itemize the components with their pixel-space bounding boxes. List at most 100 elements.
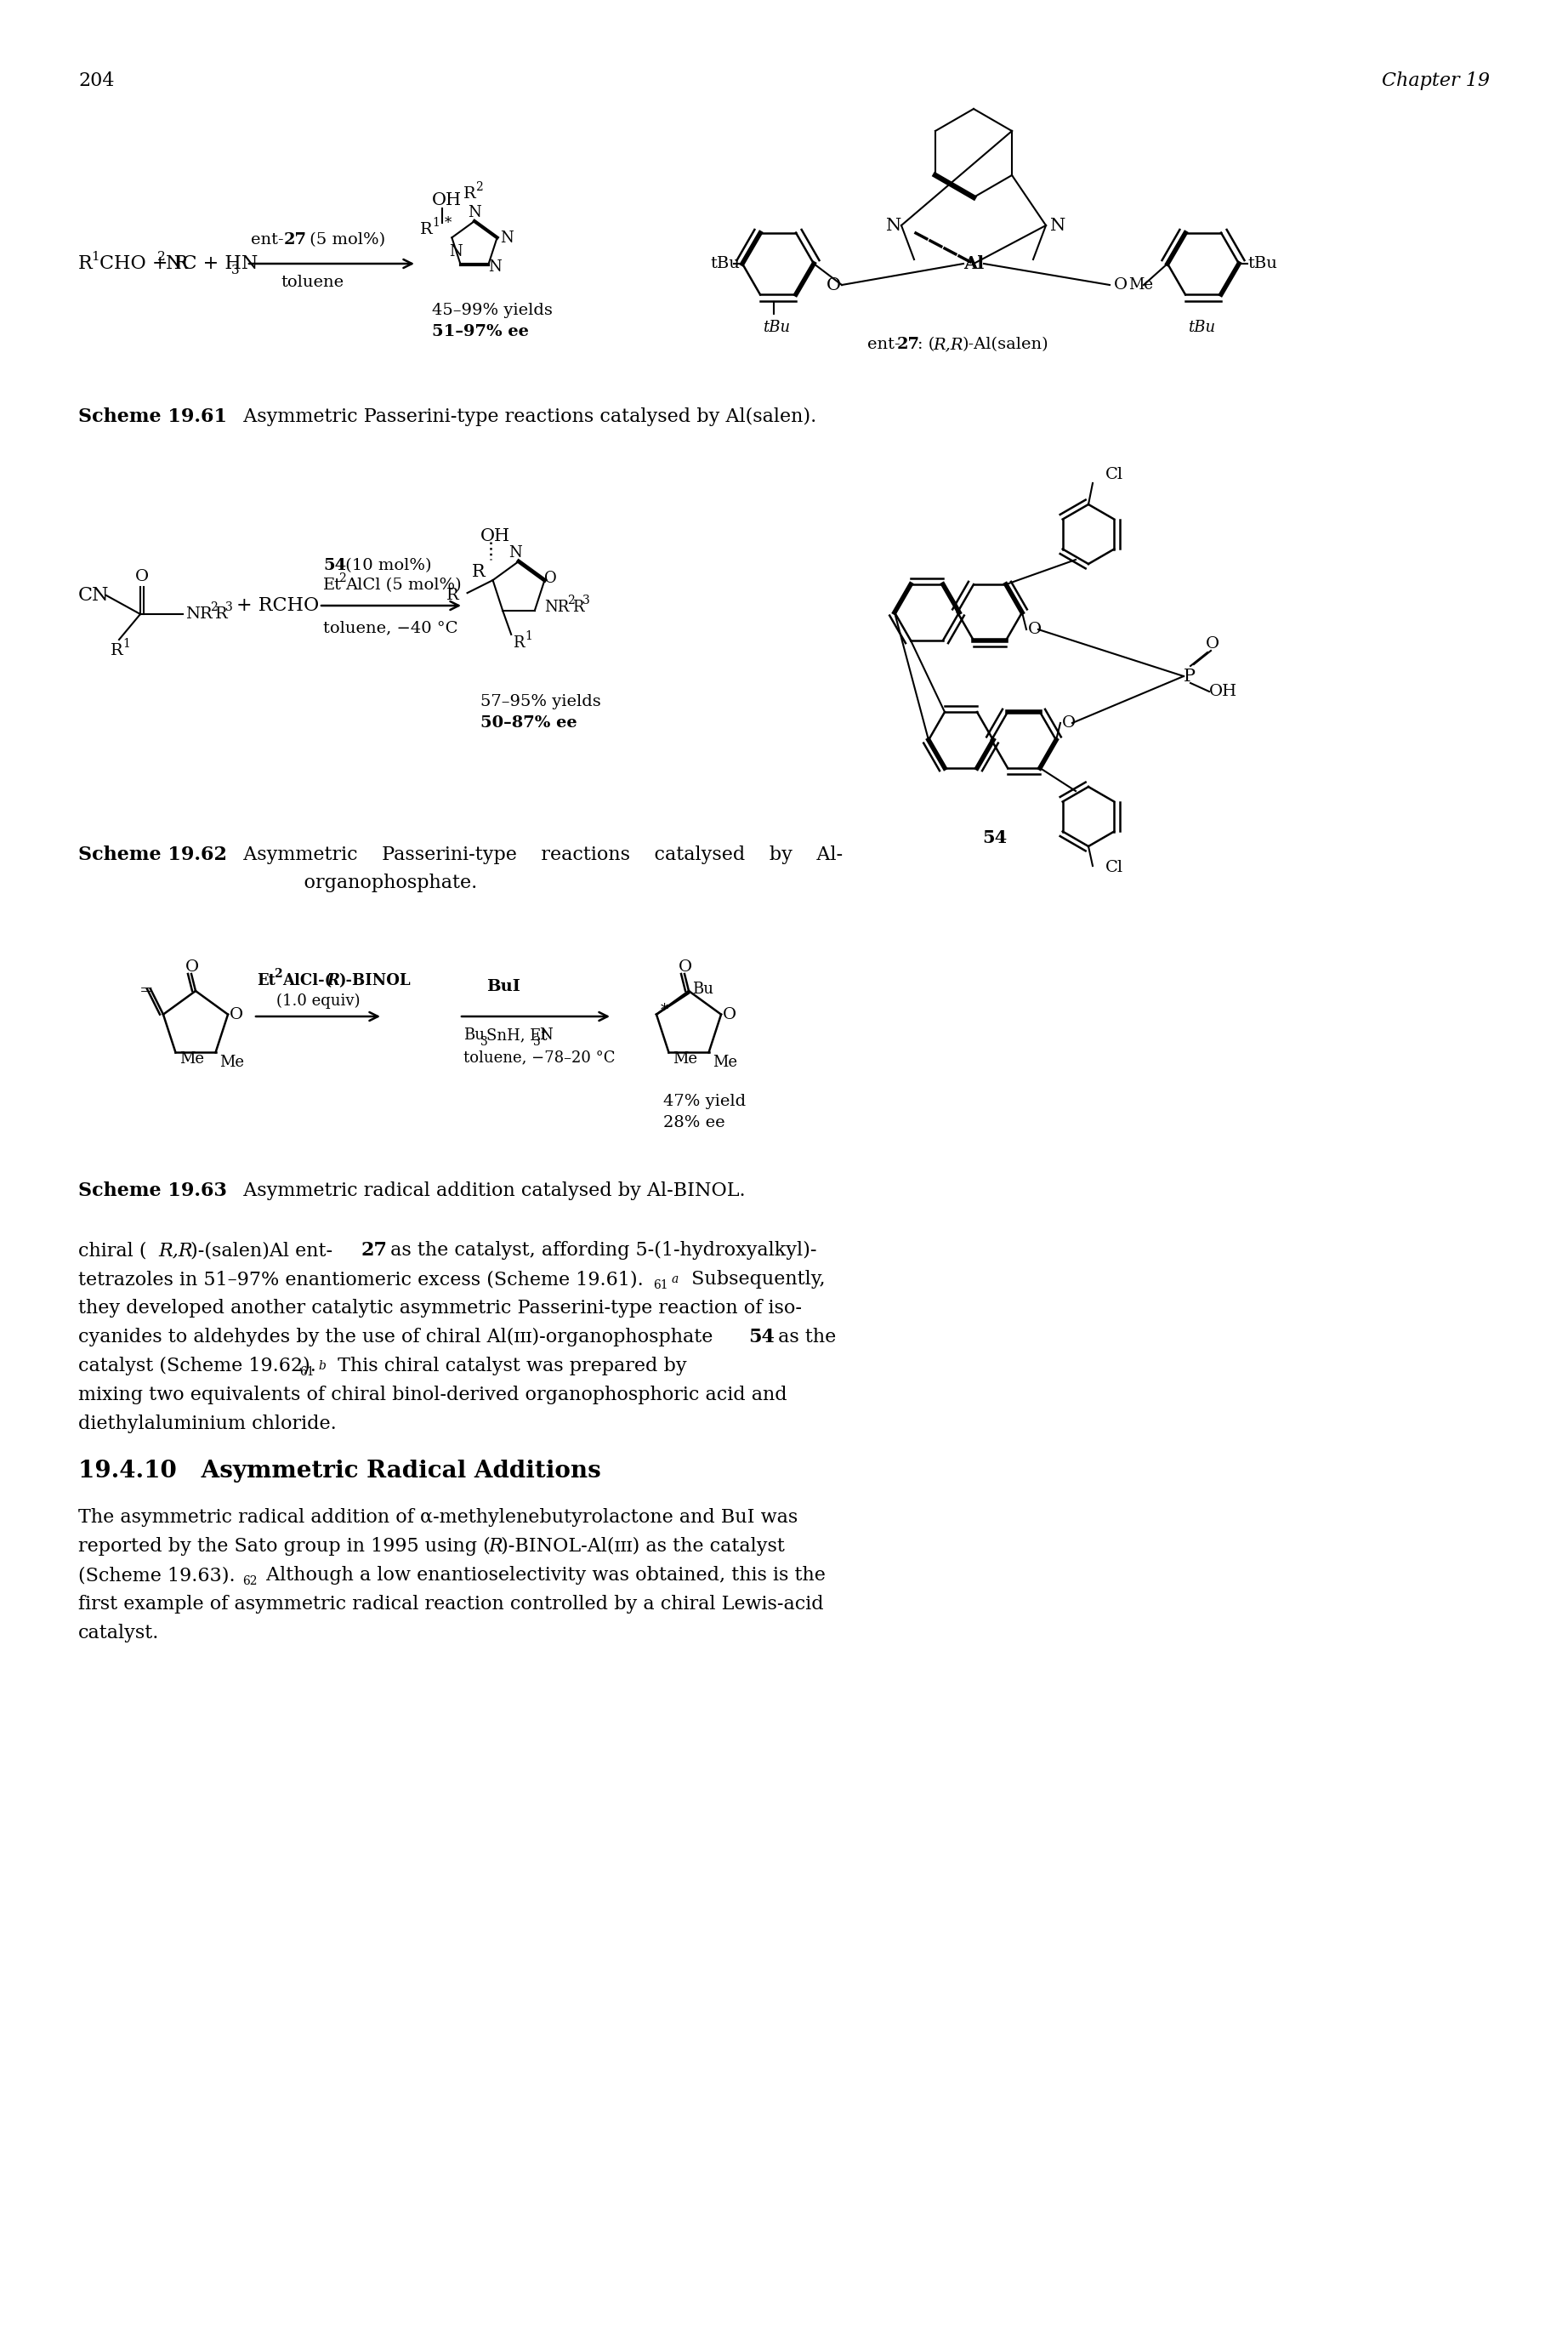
Text: 3: 3 <box>480 1037 488 1049</box>
Text: (Scheme 19.63).: (Scheme 19.63). <box>78 1566 235 1585</box>
Text: 57–95% yields: 57–95% yields <box>480 694 601 710</box>
Text: 2: 2 <box>568 595 574 607</box>
Text: BuI: BuI <box>486 978 521 994</box>
Text: O: O <box>1206 637 1220 651</box>
Text: 3: 3 <box>533 1037 541 1049</box>
Text: OH: OH <box>1209 684 1237 698</box>
Text: R: R <box>78 254 93 273</box>
Text: O: O <box>1113 277 1127 292</box>
Text: Cl: Cl <box>1105 860 1123 875</box>
Text: 1: 1 <box>431 216 439 228</box>
Text: cyanides to aldehydes by the use of chiral Al(ɪɪɪ)-organophosphate: cyanides to aldehydes by the use of chir… <box>78 1328 720 1347</box>
Text: O: O <box>679 959 691 976</box>
Text: 1: 1 <box>525 630 533 642</box>
Text: 54: 54 <box>982 830 1007 846</box>
Text: N: N <box>539 1027 552 1044</box>
Text: b: b <box>318 1361 326 1373</box>
Text: 50–87% ee: 50–87% ee <box>480 715 577 731</box>
Text: they developed another catalytic asymmetric Passerini-type reaction of iso-: they developed another catalytic asymmet… <box>78 1298 801 1317</box>
Text: 28% ee: 28% ee <box>663 1114 724 1131</box>
Text: R: R <box>445 588 458 604</box>
Text: N: N <box>886 216 902 233</box>
Text: Bu: Bu <box>464 1027 485 1044</box>
Text: Me: Me <box>220 1056 245 1070</box>
Text: O: O <box>1062 715 1076 731</box>
Text: N: N <box>500 230 513 247</box>
Text: The asymmetric radical addition of α-methylenebutyrolactone and BuI was: The asymmetric radical addition of α-met… <box>78 1507 798 1526</box>
Text: )-Al(salen): )-Al(salen) <box>963 336 1049 353</box>
Text: tBu: tBu <box>762 320 790 336</box>
Text: N: N <box>1051 216 1066 233</box>
Text: tBu: tBu <box>1189 320 1215 336</box>
Text: as the: as the <box>771 1328 836 1347</box>
Text: AlCl (5 mol%): AlCl (5 mol%) <box>345 578 461 592</box>
Text: 1: 1 <box>91 252 99 263</box>
Text: NR: NR <box>185 607 212 621</box>
Text: R: R <box>464 186 477 202</box>
Text: O: O <box>229 1006 243 1023</box>
Text: first example of asymmetric radical reaction controlled by a chiral Lewis-acid: first example of asymmetric radical reac… <box>78 1594 823 1613</box>
Text: (1.0 equiv): (1.0 equiv) <box>276 994 361 1009</box>
Text: catalyst (Scheme 19.62).: catalyst (Scheme 19.62). <box>78 1357 317 1375</box>
Text: O: O <box>544 571 557 585</box>
Text: 45–99% yields: 45–99% yields <box>431 303 552 317</box>
Text: Bu: Bu <box>691 980 713 997</box>
Text: Asymmetric radical addition catalysed by Al-BINOL.: Asymmetric radical addition catalysed by… <box>232 1183 745 1199</box>
Text: + RCHO: + RCHO <box>237 597 318 616</box>
Text: Asymmetric    Passerini-type    reactions    catalysed    by    Al-: Asymmetric Passerini-type reactions cata… <box>232 846 842 865</box>
Text: 19.4.10   Asymmetric Radical Additions: 19.4.10 Asymmetric Radical Additions <box>78 1460 601 1481</box>
Text: CN: CN <box>78 585 110 604</box>
Text: toluene: toluene <box>281 275 343 289</box>
Text: CHO + R: CHO + R <box>99 254 188 273</box>
Text: 3: 3 <box>232 266 240 277</box>
Text: 27: 27 <box>897 336 920 353</box>
Text: OH: OH <box>431 193 463 207</box>
Text: 2: 2 <box>274 969 282 980</box>
Text: Et: Et <box>323 578 342 592</box>
Text: 47% yield: 47% yield <box>663 1093 746 1110</box>
Text: 2: 2 <box>210 602 218 614</box>
Text: N: N <box>448 245 463 259</box>
Text: Me: Me <box>713 1056 737 1070</box>
Text: Scheme 19.61: Scheme 19.61 <box>78 407 227 426</box>
Text: toluene, −40 °C: toluene, −40 °C <box>323 621 458 635</box>
Text: Et: Et <box>257 973 276 987</box>
Text: O: O <box>185 959 199 976</box>
Text: tetrazoles in 51–97% enantiomeric excess (Scheme 19.61).: tetrazoles in 51–97% enantiomeric excess… <box>78 1270 643 1288</box>
Text: 27: 27 <box>284 233 307 247</box>
Text: *: * <box>445 216 452 230</box>
Text: SnH, Et: SnH, Et <box>486 1027 547 1044</box>
Text: 204: 204 <box>78 71 114 89</box>
Text: AlCl-(: AlCl-( <box>282 973 332 987</box>
Text: 2: 2 <box>339 571 347 585</box>
Text: ent-: ent- <box>251 233 284 247</box>
Text: ent-: ent- <box>867 336 900 353</box>
Text: Me: Me <box>1129 277 1152 292</box>
Text: Asymmetric Passerini-type reactions catalysed by Al(salen).: Asymmetric Passerini-type reactions cata… <box>232 407 817 426</box>
Text: R: R <box>513 635 524 651</box>
Text: OH: OH <box>480 527 510 543</box>
Text: organophosphate.: organophosphate. <box>232 875 477 893</box>
Text: Me: Me <box>673 1051 698 1067</box>
Text: NR: NR <box>544 600 569 616</box>
Text: toluene, −78–20 °C: toluene, −78–20 °C <box>464 1049 615 1065</box>
Text: Cl: Cl <box>1105 468 1123 482</box>
Text: R: R <box>472 564 486 581</box>
Text: as the catalyst, affording 5-(1-hydroxyalkyl)-: as the catalyst, affording 5-(1-hydroxya… <box>384 1241 817 1260</box>
Text: )-BINOL-Al(ɪɪɪ) as the catalyst: )-BINOL-Al(ɪɪɪ) as the catalyst <box>500 1538 784 1556</box>
Text: )-(salen)Al ent-: )-(salen)Al ent- <box>190 1241 332 1260</box>
Text: Scheme 19.63: Scheme 19.63 <box>78 1183 227 1199</box>
Text: mixing two equivalents of chiral binol-derived organophosphoric acid and: mixing two equivalents of chiral binol-d… <box>78 1385 787 1404</box>
Text: P: P <box>1184 668 1195 684</box>
Text: Scheme 19.62: Scheme 19.62 <box>78 846 227 865</box>
Text: 54: 54 <box>748 1328 775 1347</box>
Text: R: R <box>488 1538 502 1556</box>
Text: 1: 1 <box>122 637 130 649</box>
Text: NC + HN: NC + HN <box>166 254 259 273</box>
Text: *: * <box>660 1002 668 1018</box>
Text: : (: : ( <box>917 336 935 353</box>
Text: chiral (: chiral ( <box>78 1241 147 1260</box>
Text: reported by the Sato group in 1995 using (: reported by the Sato group in 1995 using… <box>78 1538 491 1556</box>
Text: This chiral catalyst was prepared by: This chiral catalyst was prepared by <box>331 1357 687 1375</box>
Text: 62: 62 <box>243 1575 257 1587</box>
